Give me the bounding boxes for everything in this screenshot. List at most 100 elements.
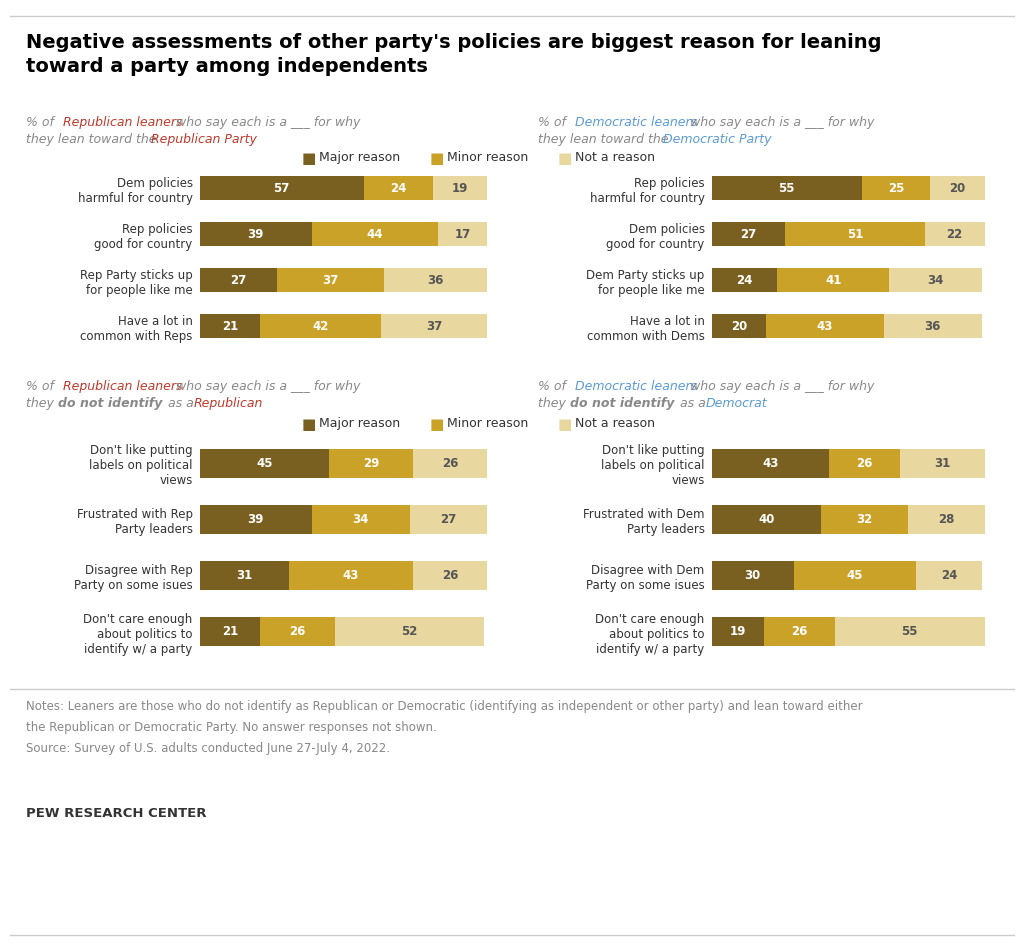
- Text: 43: 43: [817, 320, 834, 333]
- Text: 37: 37: [323, 274, 339, 287]
- Text: 17: 17: [455, 228, 471, 241]
- Text: 21: 21: [222, 320, 238, 333]
- Bar: [200, 314, 260, 338]
- Text: who say each is a ___ for why: who say each is a ___ for why: [172, 380, 360, 394]
- Bar: [821, 505, 908, 534]
- Bar: [413, 448, 487, 478]
- Bar: [364, 177, 433, 200]
- Bar: [764, 617, 835, 647]
- Text: % of: % of: [538, 380, 569, 394]
- Text: Source: Survey of U.S. adults conducted June 27-July 4, 2022.: Source: Survey of U.S. adults conducted …: [26, 742, 389, 755]
- Text: ■: ■: [430, 417, 444, 432]
- Text: 36: 36: [925, 320, 941, 333]
- Text: 26: 26: [441, 569, 458, 582]
- Bar: [438, 222, 487, 246]
- Text: 32: 32: [856, 513, 872, 526]
- Bar: [862, 177, 930, 200]
- Bar: [835, 617, 985, 647]
- Text: 19: 19: [729, 625, 745, 638]
- Text: 45: 45: [256, 457, 272, 470]
- Bar: [884, 314, 982, 338]
- Text: they: they: [26, 397, 57, 411]
- Text: Republican Party: Republican Party: [151, 133, 256, 146]
- Text: 24: 24: [941, 569, 957, 582]
- Bar: [433, 177, 487, 200]
- Text: ■: ■: [302, 151, 316, 166]
- Text: 22: 22: [946, 228, 963, 241]
- Bar: [712, 222, 785, 246]
- Text: 45: 45: [847, 569, 863, 582]
- Text: 26: 26: [856, 457, 872, 470]
- Text: who say each is a ___ for why: who say each is a ___ for why: [172, 116, 360, 129]
- Text: 26: 26: [290, 625, 306, 638]
- Text: the Republican or Democratic Party. No answer responses not shown.: the Republican or Democratic Party. No a…: [26, 721, 436, 734]
- Bar: [329, 448, 413, 478]
- Bar: [777, 268, 889, 293]
- Text: ■: ■: [430, 151, 444, 166]
- Text: 31: 31: [237, 569, 252, 582]
- Bar: [930, 177, 985, 200]
- Text: as a: as a: [164, 397, 198, 411]
- Text: 43: 43: [343, 569, 358, 582]
- Text: PEW RESEARCH CENTER: PEW RESEARCH CENTER: [26, 807, 206, 820]
- Text: Notes: Leaners are those who do not identify as Republican or Democratic (identi: Notes: Leaners are those who do not iden…: [26, 700, 862, 714]
- Text: Minor reason: Minor reason: [447, 417, 528, 430]
- Bar: [712, 617, 764, 647]
- Bar: [410, 505, 487, 534]
- Bar: [712, 268, 777, 293]
- Bar: [260, 617, 335, 647]
- Text: 55: 55: [778, 181, 795, 194]
- Text: Minor reason: Minor reason: [447, 151, 528, 164]
- Text: 42: 42: [312, 320, 329, 333]
- Text: 25: 25: [888, 181, 904, 194]
- Text: Republican: Republican: [194, 397, 263, 411]
- Text: Democratic leaners: Democratic leaners: [575, 380, 697, 394]
- Text: 41: 41: [825, 274, 842, 287]
- Bar: [381, 314, 487, 338]
- Text: Major reason: Major reason: [319, 151, 400, 164]
- Text: 27: 27: [440, 513, 457, 526]
- Text: 39: 39: [248, 228, 264, 241]
- Text: 36: 36: [427, 274, 443, 287]
- Text: 26: 26: [791, 625, 807, 638]
- Bar: [200, 448, 329, 478]
- Bar: [889, 268, 982, 293]
- Text: Republican leaners: Republican leaners: [63, 116, 183, 129]
- Text: 26: 26: [441, 457, 458, 470]
- Text: 29: 29: [362, 457, 379, 470]
- Bar: [712, 177, 862, 200]
- Text: ■: ■: [302, 417, 316, 432]
- Bar: [829, 448, 900, 478]
- Text: who say each is a ___ for why: who say each is a ___ for why: [686, 116, 874, 129]
- Text: 20: 20: [731, 320, 748, 333]
- Bar: [712, 505, 821, 534]
- Text: 30: 30: [744, 569, 761, 582]
- Bar: [916, 561, 982, 590]
- Bar: [200, 505, 312, 534]
- Text: % of: % of: [26, 380, 57, 394]
- Text: 27: 27: [230, 274, 247, 287]
- Text: they: they: [538, 397, 569, 411]
- Bar: [384, 268, 487, 293]
- Text: 43: 43: [762, 457, 778, 470]
- Text: 51: 51: [847, 228, 863, 241]
- Text: 28: 28: [938, 513, 954, 526]
- Bar: [312, 222, 438, 246]
- Text: ■: ■: [558, 151, 572, 166]
- Bar: [200, 561, 289, 590]
- Text: 40: 40: [758, 513, 774, 526]
- Bar: [200, 177, 364, 200]
- Text: 57: 57: [273, 181, 290, 194]
- Text: 34: 34: [352, 513, 369, 526]
- Bar: [200, 617, 260, 647]
- Text: do not identify: do not identify: [570, 397, 675, 411]
- Text: Republican leaners: Republican leaners: [63, 380, 183, 394]
- Text: 24: 24: [390, 181, 407, 194]
- Text: 44: 44: [367, 228, 383, 241]
- Text: ■: ■: [558, 417, 572, 432]
- Bar: [908, 505, 985, 534]
- Bar: [794, 561, 916, 590]
- Text: 55: 55: [901, 625, 918, 638]
- Bar: [785, 222, 925, 246]
- Text: who say each is a ___ for why: who say each is a ___ for why: [686, 380, 874, 394]
